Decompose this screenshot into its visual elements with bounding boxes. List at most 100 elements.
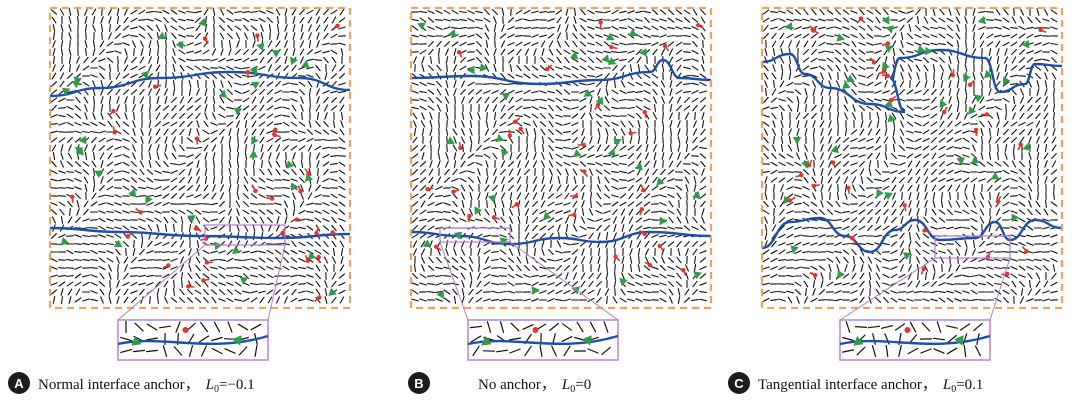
plus-half-defect xyxy=(1011,213,1020,223)
panel-a-param-subscript: 0 xyxy=(213,383,219,395)
minus-half-defect xyxy=(582,169,587,174)
panel-a-field xyxy=(48,6,352,361)
plus-half-defect xyxy=(71,80,81,89)
zoom-connector xyxy=(989,257,1011,321)
minus-half-defect xyxy=(425,187,430,192)
plus-half-defect xyxy=(60,237,70,246)
plus-half-defect xyxy=(884,45,894,53)
minus-half-defect xyxy=(871,60,877,65)
plus-half-defect xyxy=(613,138,622,147)
plus-half-defect xyxy=(495,134,505,142)
plus-half-defect xyxy=(61,87,71,96)
minus-half-defect xyxy=(202,36,208,41)
minus-half-defect xyxy=(573,194,579,199)
minus-half-defect xyxy=(885,73,891,79)
panel-a-label: A Normal interface anchor， L 0 =−0.1 xyxy=(8,372,255,395)
panel-c-label: C Tangential interface anchor， L 0 =0.1 xyxy=(728,372,983,395)
plus-half-defect xyxy=(467,65,475,75)
inset-plus-defect xyxy=(481,336,492,346)
minus-half-defect xyxy=(812,273,818,278)
panel-a-param-value: =−0.1 xyxy=(218,376,255,393)
inset-director-field xyxy=(841,321,983,358)
minus-half-defect xyxy=(613,254,618,259)
plus-half-defect xyxy=(607,148,616,157)
plus-half-defect xyxy=(639,48,647,57)
interface-line xyxy=(49,226,351,240)
minus-half-defect xyxy=(253,188,258,194)
minus-half-defect xyxy=(642,231,647,237)
plus-half-defect xyxy=(94,170,103,178)
minus-half-defect xyxy=(662,44,668,49)
plus-half-defect xyxy=(801,160,810,169)
minus-half-defect xyxy=(609,44,614,50)
plus-half-defect xyxy=(693,271,702,280)
minus-half-defect xyxy=(272,132,277,138)
panel-c-caption: Tangential interface anchor， xyxy=(758,376,937,393)
zoom-connector xyxy=(117,244,206,321)
minus-half-defect xyxy=(70,194,75,200)
panel-b-field xyxy=(409,6,713,361)
plus-half-defect xyxy=(301,60,310,69)
plus-half-defect xyxy=(569,51,579,60)
minus-half-defect xyxy=(695,23,701,28)
plus-half-defect xyxy=(601,54,610,63)
zoom-region xyxy=(934,235,1011,259)
minus-half-defect xyxy=(885,41,891,46)
plus-half-defect xyxy=(792,136,802,145)
plus-half-defect xyxy=(233,107,243,116)
minus-half-defect xyxy=(194,136,200,141)
director-field xyxy=(762,8,1058,304)
plus-half-defect xyxy=(187,215,196,223)
minus-half-defect xyxy=(902,203,907,208)
plus-half-defect xyxy=(417,22,426,31)
plus-half-defect xyxy=(479,63,488,72)
plus-half-defect xyxy=(884,192,893,200)
minus-half-defect xyxy=(451,189,456,195)
inset-plus-defect xyxy=(131,336,142,346)
minus-half-defect xyxy=(152,84,158,89)
inset-minus-defect xyxy=(532,327,539,333)
zoom-connector xyxy=(267,244,286,321)
plus-half-defect xyxy=(251,136,259,145)
inset-director-field xyxy=(120,320,262,357)
minus-half-defect xyxy=(166,263,171,268)
plus-half-defect xyxy=(289,56,298,66)
minus-half-defect xyxy=(985,254,991,260)
minus-half-defect xyxy=(269,196,275,201)
plus-half-defect xyxy=(830,144,839,154)
plus-half-defect xyxy=(271,50,281,58)
minus-half-defect xyxy=(138,210,143,215)
plus-half-defect xyxy=(962,73,971,83)
plus-half-defect xyxy=(595,96,604,106)
minus-half-defect xyxy=(984,112,990,117)
plus-half-defect xyxy=(256,42,265,51)
plus-half-defect xyxy=(78,135,87,145)
plus-half-defect xyxy=(474,206,483,215)
minus-half-defect xyxy=(1038,27,1043,33)
defects xyxy=(417,20,704,299)
panel-b-badge: B xyxy=(408,372,430,394)
plus-half-defect xyxy=(607,57,617,65)
panel-frame xyxy=(760,6,1064,310)
plus-half-defect xyxy=(249,150,258,158)
plus-half-defect xyxy=(501,148,509,158)
plus-half-defect xyxy=(436,290,444,299)
plus-half-defect xyxy=(784,22,793,31)
minus-half-defect xyxy=(941,109,947,115)
minus-half-defect xyxy=(111,108,116,114)
plus-half-defect xyxy=(984,69,993,79)
minus-half-defect xyxy=(513,119,518,124)
director-field xyxy=(50,8,346,304)
minus-half-defect xyxy=(681,267,686,273)
plus-half-defect xyxy=(656,177,665,186)
minus-half-defect xyxy=(922,228,927,233)
interface-line xyxy=(49,70,351,98)
panel-a-badge: A xyxy=(8,372,30,394)
plus-half-defect xyxy=(214,241,223,251)
defects xyxy=(60,18,340,303)
inset-plus-defect xyxy=(954,335,964,346)
minus-half-defect xyxy=(973,127,979,133)
plus-half-defect xyxy=(1021,39,1030,49)
minus-half-defect xyxy=(314,230,319,236)
